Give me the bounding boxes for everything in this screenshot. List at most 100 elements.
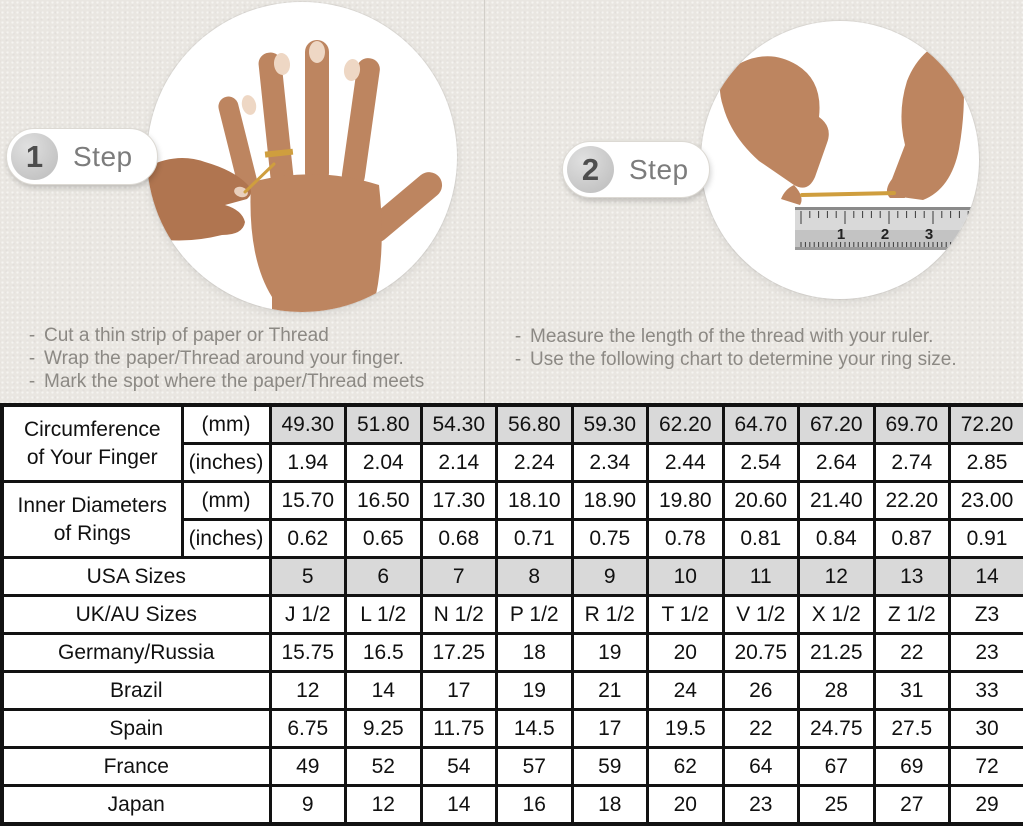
- value-cell: 59.30: [570, 403, 649, 445]
- value-cell: 5: [268, 556, 347, 597]
- value-cell: 1.94: [268, 442, 347, 483]
- row-label-cell: Japan: [0, 784, 272, 826]
- step1-photo: [147, 2, 457, 312]
- value-cell: 64: [721, 746, 800, 787]
- step2-number: 2: [567, 146, 614, 193]
- value-cell: R 1/2: [570, 594, 649, 635]
- unit-cell: (inches): [180, 518, 272, 559]
- value-cell: 0.68: [419, 518, 498, 559]
- dash: -: [514, 349, 522, 370]
- value-cell: T 1/2: [646, 594, 725, 635]
- unit-cell: (inches): [180, 442, 272, 483]
- value-cell: 6: [344, 556, 423, 597]
- instruction-text: Measure the length of the thread with yo…: [530, 326, 934, 347]
- value-cell: 69.70: [872, 403, 951, 445]
- row-label-cell: UK/AU Sizes: [0, 594, 272, 635]
- step2-photo: 1 2 3: [701, 21, 979, 299]
- value-cell: 67: [797, 746, 876, 787]
- value-cell: 64.70: [721, 403, 800, 445]
- size-table-body: Circumference of Your Finger (mm) 49.30 51.8…: [0, 403, 1023, 826]
- value-cell: 21.40: [797, 480, 876, 521]
- table-row: Germany/Russia 15.75 16.5 17.25 18 19 20 20.75 2…: [0, 632, 1023, 673]
- value-cell: 26: [721, 670, 800, 711]
- ruler-number: 2: [881, 226, 889, 243]
- value-cell: 17: [570, 708, 649, 749]
- value-cell: 9.25: [344, 708, 423, 749]
- value-cell: 24.75: [797, 708, 876, 749]
- table-row: UK/AU Sizes J 1/2 L 1/2 N 1/2 P 1/2 R 1/2 T 1/…: [0, 594, 1023, 635]
- table-row: Brazil 12 14 17 19 21 24 26 28 31 33: [0, 670, 1023, 711]
- value-cell: 0.78: [646, 518, 725, 559]
- value-cell: Z3: [948, 594, 1023, 635]
- value-cell: 21: [570, 670, 649, 711]
- value-cell: 19: [570, 632, 649, 673]
- table-row: USA Sizes 5 6 7 8 9 10 11 12 13 14: [0, 556, 1023, 597]
- unit-cell: (mm): [180, 480, 272, 521]
- value-cell: 2.64: [797, 442, 876, 483]
- table-row: Spain 6.75 9.25 11.75 14.5 17 19.5 22 24.75 27.5 3…: [0, 708, 1023, 749]
- value-cell: 18.10: [495, 480, 574, 521]
- step2-instructions: - Measure the length of the thread with y…: [506, 325, 1018, 371]
- value-cell: 0.75: [570, 518, 649, 559]
- value-cell: J 1/2: [268, 594, 347, 635]
- row-label-cell: USA Sizes: [0, 556, 272, 597]
- value-cell: 51.80: [344, 403, 423, 445]
- instruction-item: - Mark the spot where the paper/Thread me…: [20, 370, 498, 393]
- value-cell: 2.04: [344, 442, 423, 483]
- instruction-text: Use the following chart to determine you…: [530, 349, 957, 370]
- step1-instructions: - Cut a thin strip of paper or Thread - Wra…: [20, 324, 498, 393]
- row-label-cell: France: [0, 746, 272, 787]
- value-cell: 52: [344, 746, 423, 787]
- value-cell: 19.80: [646, 480, 725, 521]
- value-cell: 2.74: [872, 442, 951, 483]
- value-cell: 18: [570, 784, 649, 826]
- value-cell: 12: [344, 784, 423, 826]
- value-cell: 23.00: [948, 480, 1023, 521]
- value-cell: 25: [797, 784, 876, 826]
- value-cell: 30: [948, 708, 1023, 749]
- value-cell: 62: [646, 746, 725, 787]
- table-row: France 49 52 54 57 59 62 64 67 69 72: [0, 746, 1023, 787]
- ruler: 1 2 3: [795, 207, 979, 250]
- value-cell: 10: [646, 556, 725, 597]
- value-cell: 11: [721, 556, 800, 597]
- value-cell: 12: [797, 556, 876, 597]
- value-cell: Z 1/2: [872, 594, 951, 635]
- value-cell: 18.90: [570, 480, 649, 521]
- instruction-text: Mark the spot where the paper/Thread mee…: [44, 371, 425, 392]
- value-cell: 56.80: [495, 403, 574, 445]
- value-cell: 14.5: [495, 708, 574, 749]
- value-cell: 18: [495, 632, 574, 673]
- value-cell: 24: [646, 670, 725, 711]
- value-cell: 2.44: [646, 442, 725, 483]
- instruction-item: - Cut a thin strip of paper or Thread: [20, 324, 498, 347]
- value-cell: 0.65: [344, 518, 423, 559]
- value-cell: 49.30: [268, 403, 347, 445]
- value-cell: 16.5: [344, 632, 423, 673]
- value-cell: 27: [872, 784, 951, 826]
- hand-with-ring-illustration: [147, 40, 443, 312]
- step1-badge: 1 Step: [6, 128, 158, 185]
- table-row: (inches) 1.94 2.04 2.14 2.24 2.34 2.44 2.54 2.64…: [2, 442, 1023, 483]
- row-label-cell: Spain: [0, 708, 272, 749]
- step1-label: Step: [73, 140, 133, 172]
- value-cell: X 1/2: [797, 594, 876, 635]
- value-cell: 8: [495, 556, 574, 597]
- value-cell: 57: [495, 746, 574, 787]
- ring-size-table: Circumference of Your Finger (mm) 49.30 51.8…: [0, 403, 1023, 826]
- value-cell: 22.20: [872, 480, 951, 521]
- instruction-text: Cut a thin strip of paper or Thread: [44, 325, 329, 346]
- instruction-item: - Use the following chart to determine yo…: [506, 348, 1018, 371]
- ruler-number: 3: [925, 226, 933, 243]
- value-cell: 69: [872, 746, 951, 787]
- table-row: (inches) 0.62 0.65 0.68 0.71 0.75 0.78 0.81 0.84…: [2, 518, 1023, 559]
- value-cell: L 1/2: [344, 594, 423, 635]
- measuring-with-ruler-illustration: 1 2 3: [719, 35, 979, 250]
- value-cell: 23: [721, 784, 800, 826]
- value-cell: 22: [721, 708, 800, 749]
- value-cell: 21.25: [797, 632, 876, 673]
- instruction-item: - Measure the length of the thread with y…: [506, 325, 1018, 348]
- table-row: Circumference of Your Finger (mm) 49.30 51.8…: [0, 403, 1023, 483]
- instruction-item: - Wrap the paper/Thread around your finge…: [20, 347, 498, 370]
- value-cell: 72.20: [948, 403, 1023, 445]
